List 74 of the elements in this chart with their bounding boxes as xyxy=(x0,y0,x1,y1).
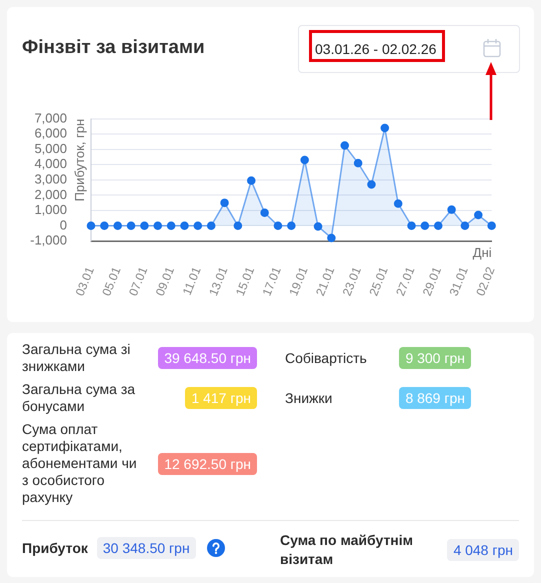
point xyxy=(474,210,483,220)
y-tick-label: 0 xyxy=(60,217,67,232)
point xyxy=(206,221,216,230)
point xyxy=(100,221,109,230)
x-tick-label: 25.01 xyxy=(366,264,391,298)
text: 12 692.50 грн xyxy=(158,452,257,474)
x-tick-label: 21.01 xyxy=(313,264,338,298)
point xyxy=(194,221,202,230)
point xyxy=(314,222,322,231)
point xyxy=(260,208,269,217)
x-tick-label: 15.01 xyxy=(232,264,258,298)
text: Загальна сума зі знижками xyxy=(22,341,132,375)
y-tick-label: 7,000 xyxy=(34,110,67,126)
x-tick-label: 11.01 xyxy=(180,264,204,298)
text: Сума оплат сертифікатами, абонементами чи з особистого рахунку xyxy=(22,421,138,506)
x-tick-label: 02.02 xyxy=(473,264,498,298)
x-tick-label: 17.01 xyxy=(260,264,284,298)
y-tick-label: 2,000 xyxy=(34,186,67,202)
point xyxy=(247,176,256,185)
point xyxy=(180,221,189,230)
point xyxy=(234,221,242,230)
y-tick-label: 1,000 xyxy=(34,202,67,218)
text: 30 348.50 грн xyxy=(96,537,196,559)
point xyxy=(407,221,416,230)
point xyxy=(420,221,430,230)
point xyxy=(367,180,376,189)
point xyxy=(460,221,470,230)
text: Прибуток xyxy=(22,538,88,558)
y-tick-label: 5,000 xyxy=(34,140,67,156)
text: Знижки xyxy=(285,390,334,406)
text: 1 417 грн xyxy=(185,387,257,409)
point xyxy=(140,221,149,230)
text: 8 869 грн xyxy=(399,387,471,409)
chart-title: Фінзвіт за візитами xyxy=(22,37,205,59)
point xyxy=(487,221,496,230)
point xyxy=(274,221,282,230)
point xyxy=(434,221,442,230)
point xyxy=(287,221,296,230)
point xyxy=(126,221,136,230)
point xyxy=(300,156,309,164)
x-tick-label: 05.01 xyxy=(99,264,124,298)
x-tick-label: 27.01 xyxy=(393,264,418,298)
text: Собівартість xyxy=(285,350,368,366)
x-tick-label: 13.01 xyxy=(206,264,231,298)
x-axis-title: Дні xyxy=(472,245,492,260)
point xyxy=(86,221,96,230)
x-tick-label: 09.01 xyxy=(152,264,178,298)
y-tick-label: 4,000 xyxy=(34,156,67,172)
y-tick-label: 3,000 xyxy=(34,171,67,186)
x-tick-label: 31.01 xyxy=(446,264,471,298)
point xyxy=(340,141,349,150)
point xyxy=(154,221,162,230)
text: 4 048 грн xyxy=(447,539,519,561)
point xyxy=(113,221,122,230)
x-tick-label: 19.01 xyxy=(286,264,311,298)
x-tick-label: 29.01 xyxy=(420,264,444,298)
text: 39 648.50 грн xyxy=(158,347,257,369)
chart-subtitle: 03.01.26 - 02.02.26 xyxy=(315,40,436,58)
x-tick-label: 07.01 xyxy=(126,264,150,298)
point xyxy=(354,158,362,168)
point xyxy=(380,124,390,132)
y-axis-title: Прибуток, грн xyxy=(72,118,87,202)
text: 9 300 грн xyxy=(399,347,471,369)
y-tick-label: -1,000 xyxy=(30,232,67,248)
point xyxy=(327,234,336,242)
point xyxy=(447,205,456,214)
x-tick-label: 03.01 xyxy=(72,264,97,298)
y-tick-label: 6,000 xyxy=(34,126,67,141)
x-tick-label: 23.01 xyxy=(340,264,364,298)
text: Сума по майбутнім візитам xyxy=(280,531,414,569)
text: Загальна сума за бонусами xyxy=(22,381,136,415)
point xyxy=(220,198,229,208)
point xyxy=(166,221,176,230)
point xyxy=(394,199,402,208)
